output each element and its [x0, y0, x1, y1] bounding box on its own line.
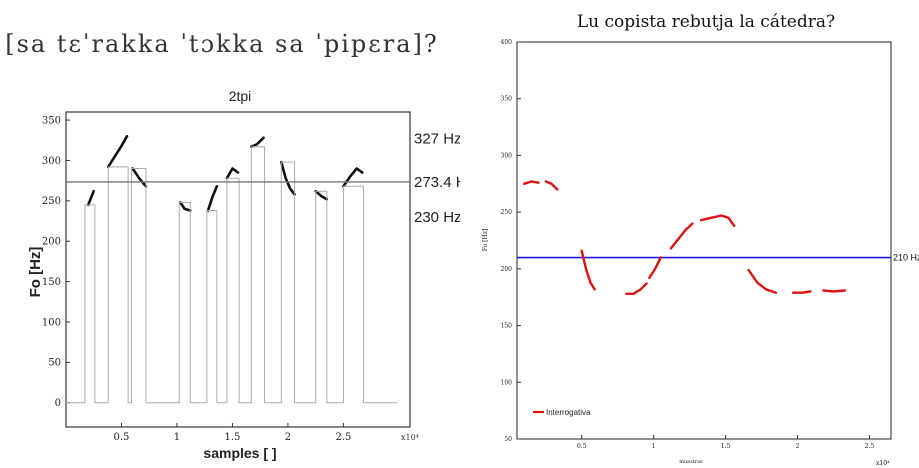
x-tick-label: 1: [174, 432, 180, 443]
interrogativa-segment: [625, 282, 648, 295]
interrogativa-segment: [544, 180, 559, 191]
y-tick-label: 200: [42, 237, 61, 248]
y-tick-label: 250: [42, 196, 61, 207]
left-x-axis-ticks: 0.5 1 1.5 2 2.5: [114, 423, 351, 443]
y-tick-label: 150: [501, 323, 513, 330]
right-x-axis-ticks: 0.5 1 1.5 2 2.5: [577, 435, 874, 450]
f0-contour-segment: [206, 185, 219, 212]
right-plot-frame: [516, 41, 892, 440]
left-chart-title: 2tpi: [229, 88, 252, 104]
x-tick-label: 0.5: [577, 443, 587, 450]
f0-contour-segment: [279, 160, 296, 196]
left-x-axis-label: samples [ ]: [203, 445, 276, 461]
interrogativa-segment: [648, 256, 663, 280]
x-tick-label: 1: [652, 443, 656, 450]
interrogativa-segment: [747, 268, 778, 294]
interrogativa-segment: [822, 289, 847, 293]
x-tick-label: 2.5: [335, 432, 351, 443]
y-tick-label: 400: [501, 39, 513, 46]
y-tick-label: 50: [48, 358, 61, 369]
right-pitch-chart: Lu copista rebutja la cátedra? 50 100 150 2…: [482, 12, 919, 467]
right-y-axis-ticks: 50 100 150 200 250 300 350 400: [501, 39, 521, 443]
y-tick-label: 0: [55, 398, 61, 409]
left-y-axis-ticks: 0 50 100 150 200 250 300 350: [42, 115, 70, 409]
x-tick-label: 2: [796, 443, 800, 450]
right-series-group: [522, 180, 847, 295]
f0-contour-segment: [342, 167, 364, 188]
legend-label: Interrogativa: [546, 408, 591, 417]
right-chart-title: Lu copista rebutja la cátedra?: [577, 12, 835, 32]
x-tick-label: 2: [285, 432, 291, 443]
y-tick-label: 300: [42, 156, 61, 167]
y-tick-label: 200: [501, 266, 513, 273]
left-x-exponent: x10⁴: [401, 433, 419, 442]
right-x-axis-label: muestras: [679, 459, 703, 465]
y-tick-label: 350: [42, 115, 61, 126]
annotation-327hz: 327 Hz: [414, 131, 460, 148]
x-tick-label: 1.5: [224, 432, 240, 443]
right-reference-label: 210 Hz: [893, 253, 919, 263]
f0-contour-segment: [314, 189, 329, 201]
y-tick-label: 100: [501, 379, 513, 386]
interrogativa-segment: [792, 290, 812, 294]
left-y-axis-label: Fo [Hz]: [27, 247, 44, 298]
annotation-230hz: 230 Hz: [414, 209, 460, 226]
f0-contour-segment: [86, 189, 95, 207]
right-y-axis-label: Fo [Hz]: [482, 229, 489, 251]
voicing-trace: [65, 146, 398, 404]
y-tick-label: 300: [501, 152, 513, 159]
y-tick-label: 100: [42, 317, 61, 328]
left-plot-frame: [65, 111, 411, 428]
f0-contour-segment: [106, 134, 129, 169]
y-tick-label: 250: [501, 209, 513, 216]
interrogativa-segment: [699, 214, 736, 228]
y-tick-label: 350: [501, 96, 513, 103]
y-tick-label: 50: [504, 436, 512, 443]
interrogativa-segment: [669, 222, 694, 250]
left-pitch-chart: [sa tɛˈrakka ˈtɔkka sa ˈpipɛra]? 2tpi 0 5…: [5, 30, 460, 461]
interrogativa-segment: [580, 249, 596, 291]
left-series-group: [65, 134, 398, 404]
f0-contour-segment: [131, 167, 148, 188]
legend: Interrogativa: [533, 408, 591, 417]
f0-contour-segment: [179, 201, 192, 212]
right-x-exponent: x10⁴: [876, 460, 890, 467]
y-tick-label: 150: [42, 277, 61, 288]
f0-contour-segment: [250, 136, 265, 148]
left-chart-header: [sa tɛˈrakka ˈtɔkka sa ˈpipɛra]?: [5, 30, 439, 58]
f0-contour-segment: [225, 167, 240, 180]
annotation-273hz: 273.4 H: [414, 174, 460, 191]
interrogativa-segment: [522, 180, 540, 186]
x-tick-label: 0.5: [114, 432, 130, 443]
x-tick-label: 2.5: [865, 443, 875, 450]
x-tick-label: 1.5: [721, 443, 731, 450]
